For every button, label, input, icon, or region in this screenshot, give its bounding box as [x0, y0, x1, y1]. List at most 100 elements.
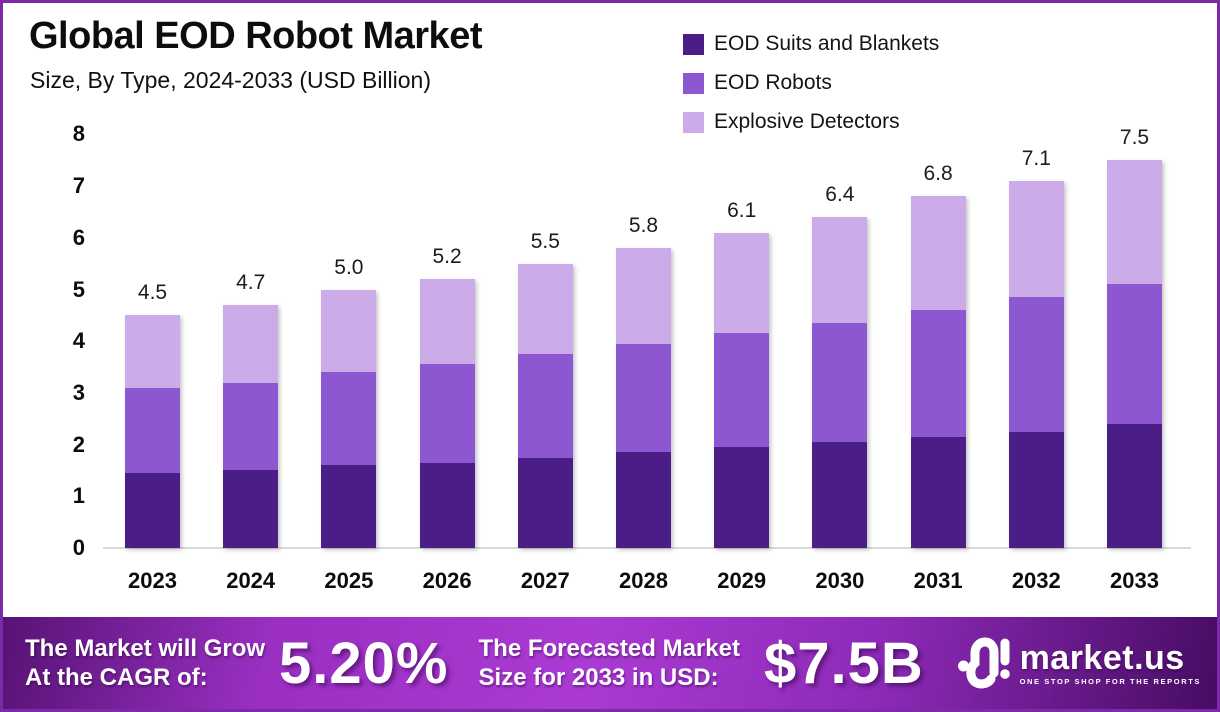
bar-2031-segment-eod-robots [910, 310, 966, 437]
bar-2025-segment-eod-suits-and-blankets [321, 465, 377, 548]
cagr-label-line1: The Market will Grow [25, 635, 266, 662]
y-axis-tick-7: 7 [72, 173, 85, 199]
brand-name: market.us [1019, 638, 1185, 677]
legend-label: Explosive Detectors [714, 110, 900, 133]
bar-2028-segment-eod-suits-and-blankets [616, 452, 671, 548]
x-axis-label-2031: 2031 [913, 568, 963, 593]
x-axis-line [103, 547, 1191, 549]
cagr-label-line2: At the CAGR of: [25, 664, 208, 691]
y-axis-tick-1: 1 [72, 483, 85, 509]
footer-banner: The Market will Grow At the CAGR of: 5.2… [3, 617, 1217, 709]
bar-2030-segment-explosive-detectors [812, 217, 868, 324]
bar-2023-segment-eod-suits-and-blankets [125, 473, 180, 548]
page-subtitle: Size, By Type, 2024-2033 (USD Billion) [30, 67, 431, 93]
brand-logo: market.us ONE STOP SHOP FOR THE REPORTS [957, 633, 1201, 694]
y-axis-tick-0: 0 [72, 535, 85, 560]
bar-2033-segment-explosive-detectors [1107, 160, 1162, 285]
x-axis-label-2030: 2030 [815, 568, 865, 593]
cagr-label: The Market will Grow At the CAGR of: [25, 634, 265, 692]
stacked-bar-chart: 0 1 2 3 4 5 6 7 8 4.5 2023 4.7 2024 5.0 2025 5.2 2026 5.5… [3, 3, 1217, 617]
legend-label: EOD Robots [714, 71, 832, 94]
y-axis-tick-8: 8 [72, 121, 85, 147]
legend-item-3: Explosive Detectors [683, 110, 939, 134]
y-axis-tick-6: 6 [72, 224, 85, 250]
bar-2027-segment-eod-robots [517, 354, 573, 458]
bar-2025-segment-eod-robots [321, 372, 377, 466]
bar-total-label-2030: 6.4 [825, 183, 855, 207]
bar-2024-segment-eod-robots [223, 382, 279, 471]
legend-item-2: EOD Robots [683, 71, 939, 95]
x-axis-label-2033: 2033 [1110, 568, 1159, 593]
bar-2032 [1008, 180, 1064, 548]
legend-item-1: EOD Suits and Blankets [683, 32, 939, 56]
x-axis-label-2028: 2028 [619, 568, 668, 593]
x-axis-label-2024: 2024 [226, 568, 276, 593]
bar-2028-segment-eod-robots [616, 343, 671, 453]
bar-total-label-2032: 7.1 [1021, 146, 1051, 170]
bar-2031-segment-eod-suits-and-blankets [910, 436, 966, 548]
bar-total-label-2027: 5.5 [530, 229, 560, 253]
bar-2030-segment-eod-robots [812, 323, 868, 442]
bar-2024 [223, 305, 279, 548]
bar-2032-segment-eod-robots [1008, 297, 1064, 432]
bar-2033-segment-eod-suits-and-blankets [1107, 423, 1162, 548]
bar-2033-segment-eod-robots [1107, 284, 1162, 424]
legend-swatch-icon [683, 111, 704, 133]
bar-2030 [812, 217, 868, 548]
bar-2024-segment-eod-suits-and-blankets [223, 470, 279, 548]
bar-2026-segment-eod-robots [419, 364, 475, 463]
bar-2027-segment-explosive-detectors [517, 263, 573, 355]
x-axis-label-2029: 2029 [717, 568, 767, 593]
bar-2029-segment-explosive-detectors [714, 232, 770, 334]
legend-label: EOD Suits and Blankets [714, 32, 940, 55]
bar-2025-segment-explosive-detectors [321, 289, 377, 373]
legend: EOD Suits and Blankets EOD Robots Explosiv… [683, 32, 939, 134]
bar-2024-segment-explosive-detectors [223, 305, 279, 383]
brand-text: market.us ONE STOP SHOP FOR THE REPORTS [1020, 641, 1201, 686]
bar-2023 [125, 315, 180, 548]
bar-total-label-2028: 5.8 [628, 214, 659, 238]
bar-2028 [616, 248, 671, 548]
bar-2026-segment-eod-suits-and-blankets [419, 462, 475, 548]
bar-2033 [1107, 160, 1162, 548]
bar-total-label-2023: 4.5 [137, 281, 168, 305]
x-axis-label-2026: 2026 [422, 568, 472, 593]
x-axis-label-2027: 2027 [520, 568, 570, 593]
bar-2027 [517, 263, 573, 548]
x-axis-label-2032: 2032 [1011, 568, 1061, 593]
forecast-label: The Forecasted Market Size for 2033 in U… [479, 634, 740, 692]
bar-2032-segment-explosive-detectors [1008, 180, 1064, 298]
bar-total-label-2026: 5.2 [432, 245, 462, 269]
bar-2029 [714, 232, 770, 548]
bar-2028-segment-explosive-detectors [616, 248, 671, 344]
bar-total-label-2033: 7.5 [1119, 126, 1150, 150]
forecast-label-line2: Size for 2033 in USD: [478, 664, 719, 691]
x-axis-label-2023: 2023 [128, 568, 177, 593]
bar-total-label-2031: 6.8 [923, 162, 953, 186]
bar-2023-segment-explosive-detectors [125, 315, 180, 388]
bar-2031-segment-explosive-detectors [910, 196, 966, 311]
x-axis-label-2025: 2025 [324, 568, 374, 593]
market-us-wave-m-icon [957, 633, 1010, 694]
bar-2026 [419, 279, 475, 548]
bar-2032-segment-eod-suits-and-blankets [1008, 431, 1064, 548]
brand-tagline: ONE STOP SHOP FOR THE REPORTS [1019, 676, 1201, 686]
bar-2030-segment-eod-suits-and-blankets [812, 442, 868, 548]
bar-2031 [910, 196, 966, 548]
bar-2027-segment-eod-suits-and-blankets [517, 457, 573, 548]
bar-2025 [321, 289, 377, 549]
forecast-value: $7.5B [763, 630, 924, 696]
bar-total-label-2029: 6.1 [727, 198, 757, 222]
bar-2026-segment-explosive-detectors [419, 279, 475, 365]
bar-2029-segment-eod-suits-and-blankets [714, 447, 770, 548]
y-axis-tick-4: 4 [72, 328, 85, 354]
page-title: Global EOD Robot Market [29, 15, 482, 57]
bar-2023-segment-eod-robots [125, 387, 180, 474]
y-axis-tick-5: 5 [72, 276, 85, 302]
cagr-value: 5.20% [279, 630, 449, 696]
y-axis-tick-3: 3 [72, 379, 85, 405]
y-axis-tick-2: 2 [72, 431, 85, 457]
forecast-label-line1: The Forecasted Market [478, 635, 740, 662]
bar-total-label-2024: 4.7 [236, 271, 266, 294]
